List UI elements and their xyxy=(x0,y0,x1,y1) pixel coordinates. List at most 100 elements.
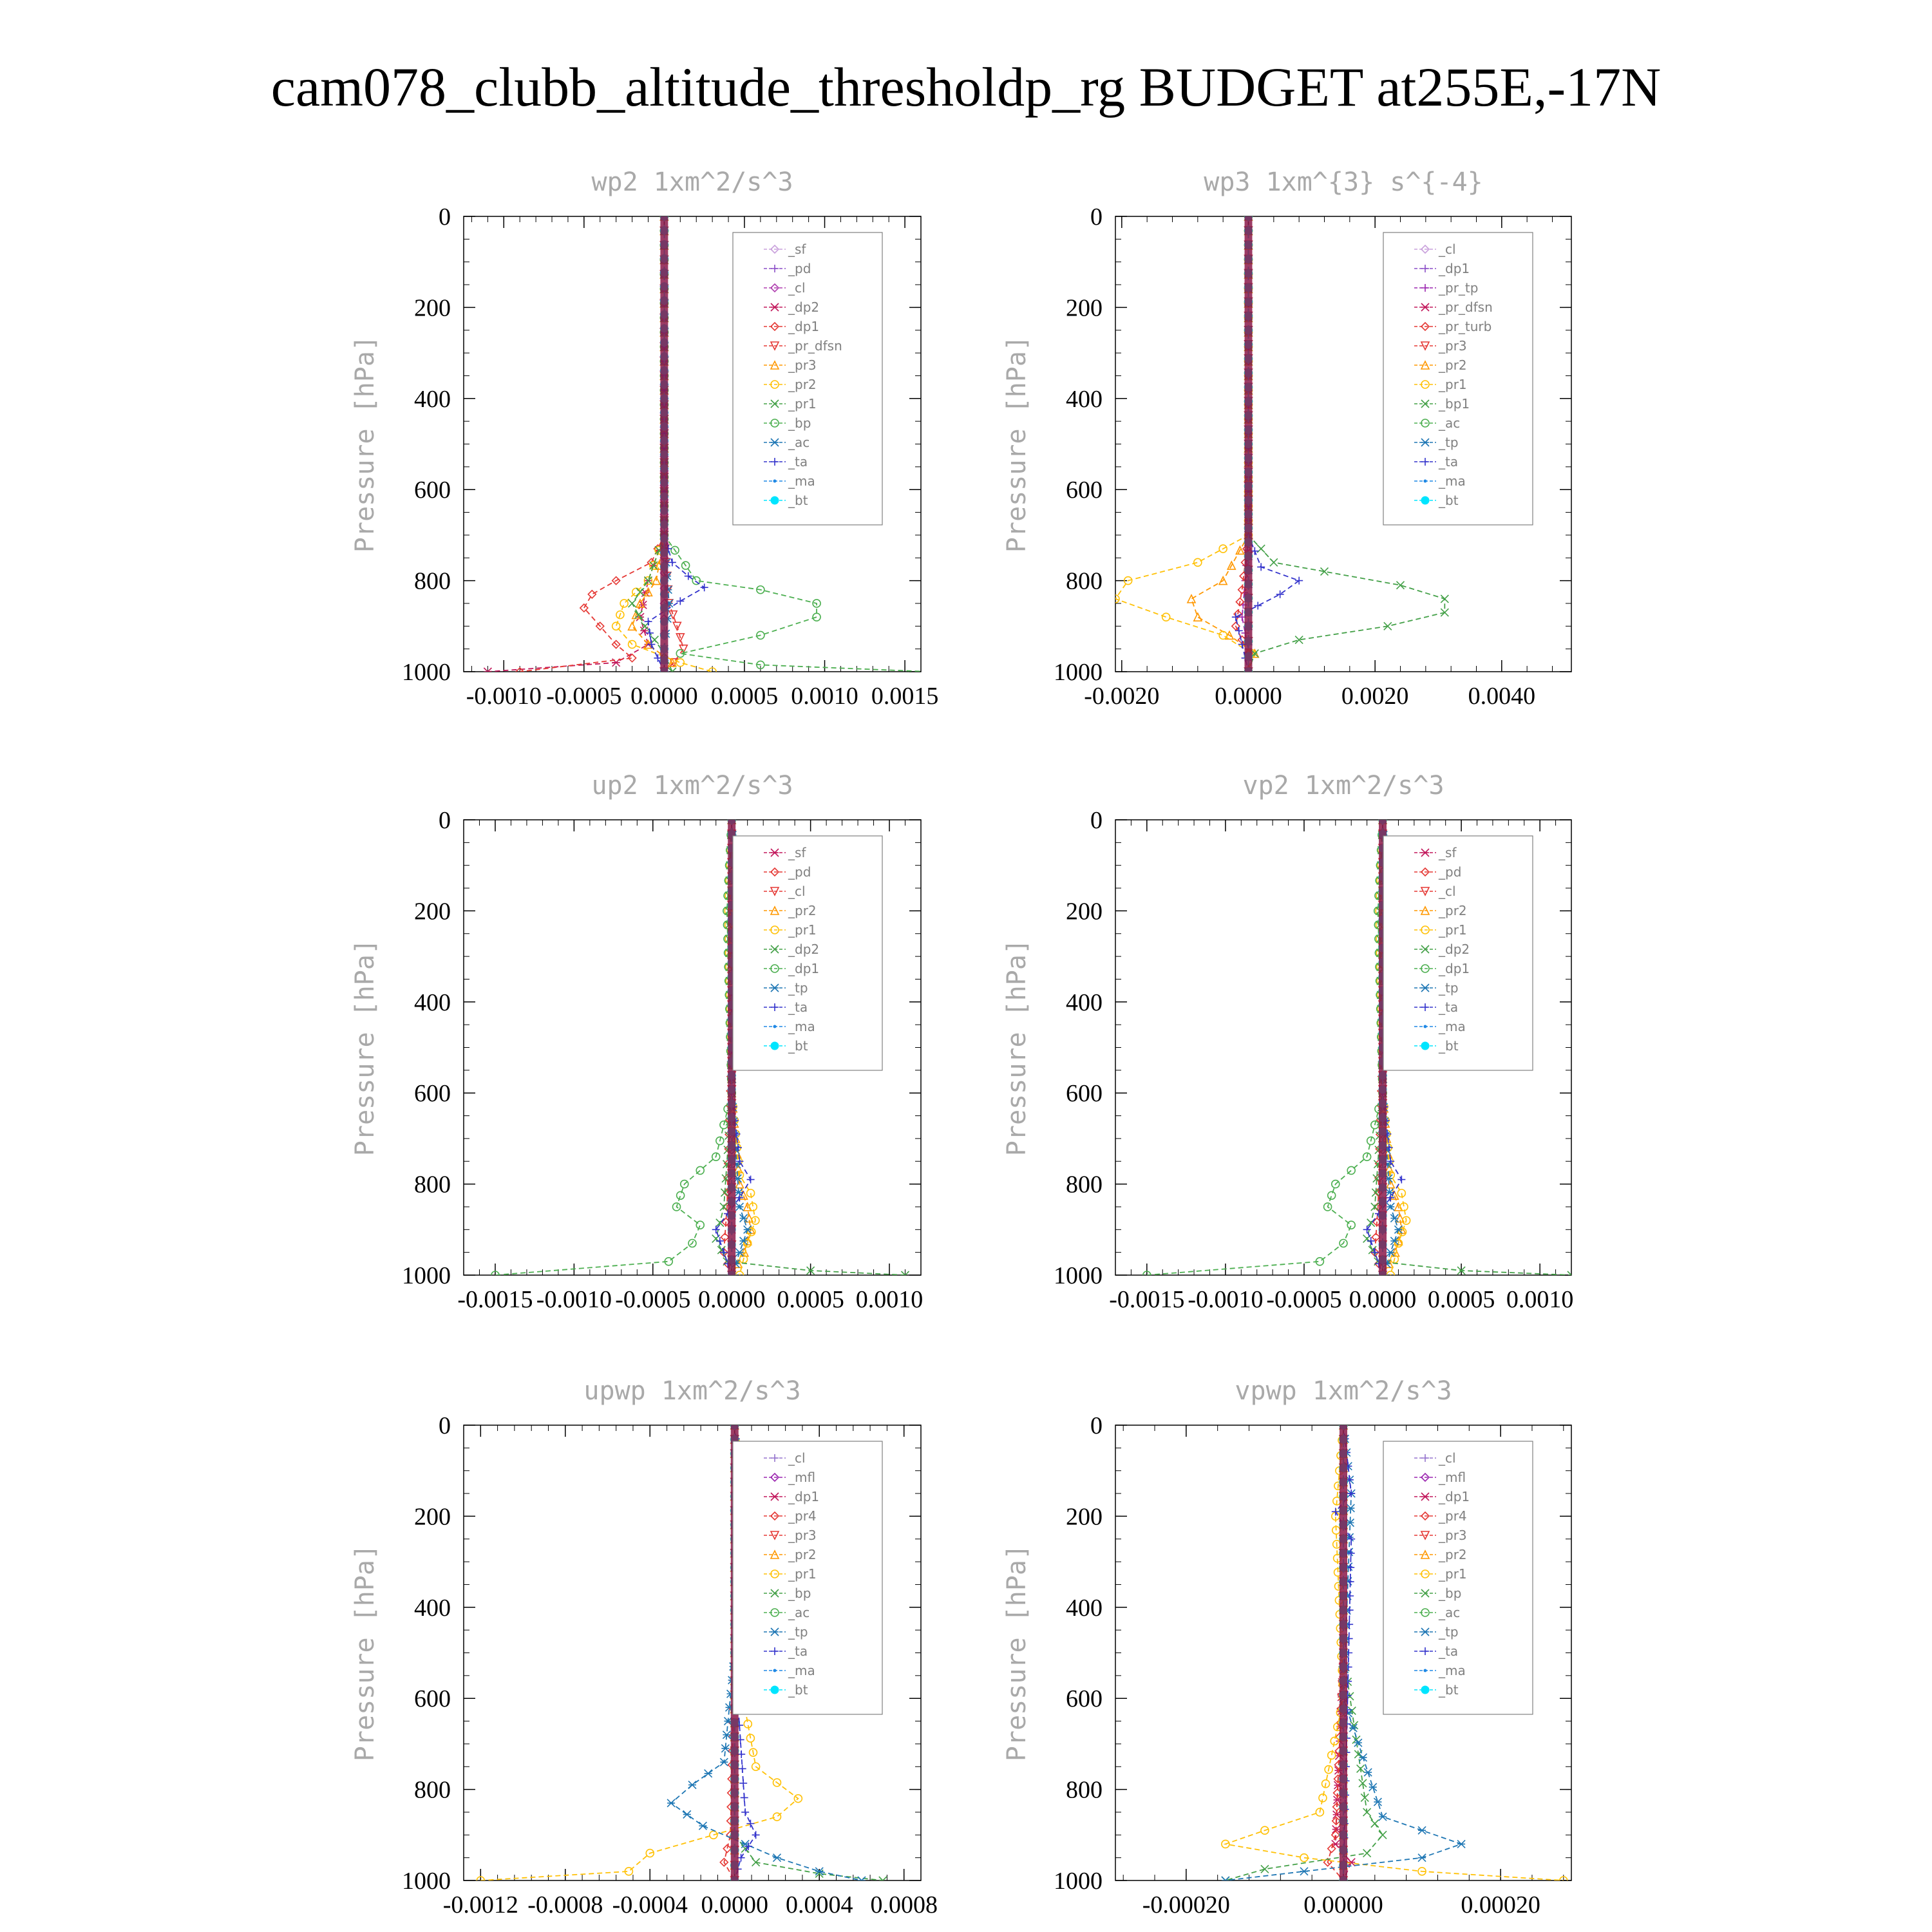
legend-marker xyxy=(1421,1454,1429,1462)
series-point xyxy=(735,1193,744,1202)
series-point xyxy=(1347,1549,1355,1557)
legend-marker xyxy=(1421,945,1430,954)
legend-marker xyxy=(1421,303,1430,312)
series-point xyxy=(1231,613,1240,621)
legend-label: _bt xyxy=(1438,1682,1459,1698)
legend-label: _ma xyxy=(788,1019,815,1034)
legend-label: _pr2 xyxy=(1438,903,1467,918)
series-point xyxy=(515,667,525,672)
legend-marker xyxy=(1423,479,1427,483)
series-point xyxy=(721,1744,730,1753)
series-point xyxy=(746,1734,755,1743)
series-point xyxy=(696,1166,705,1175)
series-point xyxy=(1318,1794,1327,1803)
series-line-ta xyxy=(647,216,706,672)
series-point xyxy=(735,1248,744,1257)
legend: _sf _pd _cl _dp2 _dp1 _pr_dfsn _pr3 _pr2 _pr1 _bp… xyxy=(732,232,883,526)
series-point xyxy=(1386,1202,1395,1211)
legend-label: _cl xyxy=(1438,242,1456,257)
legend-marker xyxy=(1421,284,1429,292)
series-point xyxy=(611,576,621,585)
legend-box xyxy=(1383,835,1533,1071)
panel-title: upwp 1xm^2/s^3 xyxy=(583,1376,800,1406)
legend-label: _cl xyxy=(788,1450,806,1466)
series-point xyxy=(1315,1808,1325,1817)
series-point xyxy=(1567,1271,1571,1275)
series-point xyxy=(1276,590,1284,598)
series-point xyxy=(1378,1830,1387,1839)
series-point xyxy=(806,1266,815,1275)
legend-marker xyxy=(1421,1492,1430,1501)
legend-marker xyxy=(1421,1647,1429,1655)
legend-marker xyxy=(1421,983,1430,992)
series-point xyxy=(1358,1753,1368,1762)
series-point xyxy=(1390,1214,1399,1223)
legend-marker xyxy=(1421,419,1430,428)
series-point xyxy=(1370,1202,1379,1211)
legend-marker xyxy=(770,983,779,992)
series-point xyxy=(595,621,605,631)
legend-label: _bt xyxy=(788,1038,808,1054)
page-title: cam078_clubb_altitude_thresholdp_rg BUDG… xyxy=(270,56,1662,118)
series-point xyxy=(748,1202,758,1211)
y-tick-label: 0 xyxy=(439,807,451,834)
legend-marker xyxy=(770,303,779,312)
series-point xyxy=(746,1175,755,1184)
series-point xyxy=(627,639,637,649)
legend-marker xyxy=(1420,1472,1430,1482)
series-point xyxy=(1331,1179,1340,1189)
series-point xyxy=(1235,545,1245,555)
legend-marker xyxy=(1421,265,1429,272)
series-point xyxy=(1440,608,1449,617)
series-point xyxy=(878,1876,887,1880)
legend-marker xyxy=(771,1647,779,1655)
y-axis-label: Pressure [hPa] xyxy=(350,939,380,1156)
legend-label: _tp xyxy=(1438,435,1459,450)
legend-marker xyxy=(773,1669,777,1672)
legend-label: _pr1 xyxy=(1438,1566,1467,1582)
legend-label: _dp1 xyxy=(1438,961,1470,976)
series-point xyxy=(627,653,637,663)
series-point xyxy=(1218,575,1228,585)
series-point xyxy=(643,576,653,585)
series-point xyxy=(684,572,692,580)
series-point xyxy=(1224,630,1235,640)
legend-label: _tp xyxy=(788,1624,808,1640)
series-point xyxy=(752,1858,761,1867)
y-tick-label: 400 xyxy=(414,989,451,1016)
series-point xyxy=(1218,544,1227,553)
y-tick-label: 0 xyxy=(1090,1412,1103,1439)
series-point xyxy=(1331,1830,1340,1840)
series-point xyxy=(1161,612,1171,621)
x-tick-label: 0.0000 xyxy=(1349,1286,1417,1313)
series-point xyxy=(1345,1518,1355,1528)
series-point xyxy=(812,599,821,608)
series-point xyxy=(1387,1193,1395,1202)
legend-label: _ta xyxy=(788,999,808,1015)
y-tick-label: 200 xyxy=(1066,294,1103,321)
legend-label: _pr_tp xyxy=(1438,280,1478,296)
y-axis-label: Pressure [hPa] xyxy=(1002,939,1032,1156)
series-point xyxy=(744,1842,753,1850)
series-point xyxy=(1363,1768,1372,1777)
series-point xyxy=(649,561,658,570)
series-point xyxy=(1386,1271,1396,1275)
legend-marker xyxy=(770,1531,780,1540)
legend-box xyxy=(732,835,883,1071)
legend-marker xyxy=(770,380,779,389)
series-point xyxy=(1417,1853,1426,1862)
legend-label: _dp1 xyxy=(788,961,819,976)
series-point xyxy=(643,576,653,585)
y-axis-label: Pressure [hPa] xyxy=(1002,1544,1032,1761)
legend: _cl _dp1 _pr_tp _pr_dfsn _pr_turb _pr3 _pr2 _pr… xyxy=(1383,232,1533,526)
series-point xyxy=(746,1819,755,1828)
series-point xyxy=(715,1236,724,1245)
legend-label: _ac xyxy=(788,1605,810,1620)
series-line-dp1 xyxy=(1146,820,1383,1275)
legend-marker xyxy=(1420,1531,1430,1540)
x-tick-label: 0.0015 xyxy=(871,683,939,710)
x-tick-label: -0.0008 xyxy=(527,1891,603,1918)
series-point xyxy=(676,649,685,658)
series-point xyxy=(1397,1227,1407,1236)
